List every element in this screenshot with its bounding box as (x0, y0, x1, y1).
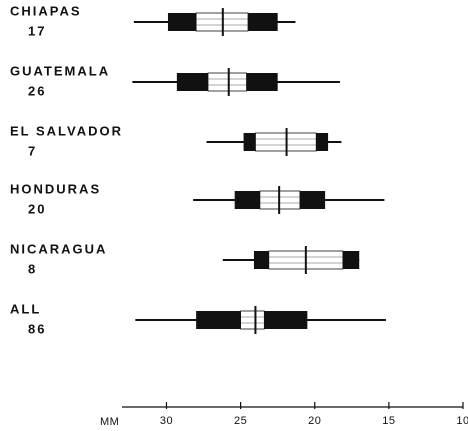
outer-box (253, 251, 269, 269)
x-tick-label: 10 (456, 415, 468, 427)
group-name: CHIAPAS (10, 3, 82, 18)
outer-box (167, 13, 197, 31)
group-n: 26 (28, 83, 46, 98)
inner-box (240, 310, 265, 330)
outer-box (246, 73, 278, 91)
x-tick-label: 15 (382, 415, 395, 427)
inner-box (207, 72, 247, 92)
group-n: 86 (28, 321, 46, 336)
outer-box (248, 13, 278, 31)
group-n: 8 (28, 261, 37, 276)
group-name: ALL (10, 301, 41, 316)
outer-box (299, 191, 326, 209)
outer-box (243, 133, 256, 151)
group-n: 20 (28, 201, 46, 216)
x-tick-label: 20 (308, 415, 321, 427)
group-name: HONDURAS (10, 181, 101, 196)
group-n: 7 (28, 143, 37, 158)
outer-box (264, 311, 308, 329)
group-n: 17 (28, 23, 46, 38)
outer-box (176, 73, 208, 91)
x-tick-label: 30 (160, 415, 173, 427)
outer-box (342, 251, 360, 269)
axis-label: MM (100, 416, 119, 428)
group-name: EL SALVADOR (10, 123, 123, 138)
group-name: NICARAGUA (10, 241, 107, 256)
group-name: GUATEMALA (10, 63, 110, 78)
outer-box (196, 311, 241, 329)
outer-box (316, 133, 329, 151)
x-tick-label: 25 (234, 415, 247, 427)
outer-box (234, 191, 260, 209)
